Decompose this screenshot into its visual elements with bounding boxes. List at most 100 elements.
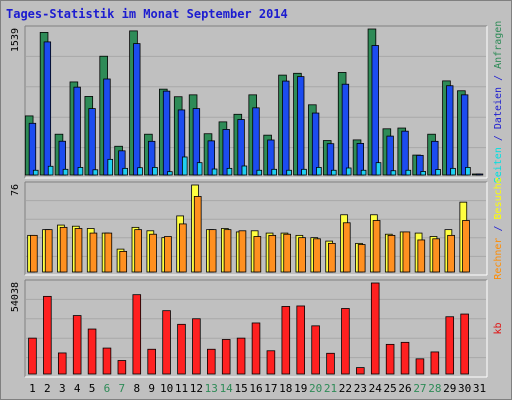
bar-kb-day-15 (236, 337, 246, 375)
bar-kb-day-12 (192, 318, 201, 375)
bar-dateien-day-29 (446, 85, 454, 176)
bar-kb-day-11 (177, 323, 186, 375)
bar-rechner-day-12 (193, 196, 202, 273)
bar-seiten-day-30 (465, 167, 471, 176)
legend-label: Dateien (493, 87, 504, 129)
bar-rechner-day-3 (59, 226, 68, 273)
bar-rechner-day-18 (283, 233, 291, 273)
bar-rechner-day-20 (313, 238, 321, 273)
x-tick-label-day-10: 10 (160, 382, 173, 395)
bar-seiten-day-21 (331, 169, 337, 176)
x-tick-label-day-7: 7 (119, 382, 126, 395)
x-tick-label-day-23: 23 (354, 382, 367, 395)
bar-seiten-day-13 (211, 168, 218, 176)
bar-dateien-day-21 (326, 143, 335, 176)
bar-seiten-day-18 (286, 169, 292, 176)
legend-top: Seiten / Dateien / Anfragen (493, 21, 504, 184)
bar-kb-day-14 (221, 339, 231, 375)
bar-dateien-day-15 (237, 119, 245, 176)
x-tick-label-day-27: 27 (413, 382, 426, 395)
bar-dateien-day-16 (252, 107, 260, 176)
x-tick-label-day-26: 26 (398, 382, 411, 395)
bar-seiten-day-3 (62, 168, 69, 176)
x-tick-label-day-6: 6 (104, 382, 111, 395)
bar-kb-day-27 (415, 358, 425, 375)
x-tick-label-day-17: 17 (264, 382, 277, 395)
legend-bottom: kb (493, 322, 504, 334)
panel-bottom: 54038 kb (10, 279, 504, 378)
x-tick-label-day-30: 30 (458, 382, 471, 395)
bar-seiten-day-28 (435, 169, 441, 176)
bar-dateien-day-28 (431, 140, 439, 176)
x-tick-label-day-12: 12 (190, 382, 203, 395)
bar-kb-day-18 (281, 306, 291, 375)
bar-rechner-day-8 (134, 229, 142, 273)
bar-kb-day-20 (311, 325, 320, 375)
bar-rechner-day-29 (447, 234, 455, 273)
bar-kb-day-9 (147, 348, 156, 375)
bar-seiten-day-14 (226, 167, 233, 176)
bar-rechner-day-23 (357, 244, 366, 273)
x-tick-label-day-8: 8 (133, 382, 140, 395)
bar-dateien-day-10 (162, 90, 171, 176)
bar-kb-day-5 (87, 328, 97, 375)
x-tick-label-day-22: 22 (339, 382, 352, 395)
bar-kb-day-19 (296, 305, 305, 375)
legend-label: Besuche (493, 177, 504, 219)
bar-seiten-day-12 (196, 162, 203, 176)
bar-dateien-day-1 (28, 122, 37, 176)
bar-seiten-day-10 (167, 171, 173, 176)
panel-top: 1539 Seiten / Dateien / Anfragen (10, 21, 504, 184)
legend-label: kb (493, 322, 504, 334)
bar-kb-day-13 (207, 348, 216, 375)
bar-seiten-day-23 (360, 169, 367, 176)
bar-dateien-day-9 (147, 140, 156, 176)
bar-kb-day-21 (326, 352, 335, 375)
bar-dateien-day-5 (88, 108, 96, 176)
bar-dateien-day-18 (282, 80, 290, 176)
bar-kb-day-10 (162, 310, 171, 375)
bar-kb-day-16 (251, 322, 261, 375)
bar-rechner-day-1 (29, 234, 38, 273)
bar-rechner-day-6 (104, 232, 113, 273)
bar-dateien-day-2 (43, 41, 52, 176)
bar-seiten-day-27 (420, 171, 426, 176)
bar-kb-day-22 (341, 308, 350, 375)
bar-dateien-day-19 (297, 76, 305, 176)
bar-kb-day-28 (430, 351, 440, 375)
bar-kb-day-3 (57, 352, 67, 375)
bar-kb-day-23 (356, 367, 365, 375)
bar-rechner-day-14 (223, 229, 232, 273)
bar-kb-day-25 (385, 343, 395, 375)
bar-seiten-day-15 (241, 165, 248, 176)
bar-rechner-day-15 (238, 230, 247, 273)
bar-dateien-day-27 (416, 154, 424, 176)
bar-dateien-day-7 (118, 150, 126, 176)
legend-middle: Rechner / Besuche (493, 177, 504, 279)
y-max-label: 54038 (10, 282, 21, 312)
bar-rechner-day-21 (328, 242, 336, 273)
bar-dateien-day-22 (341, 83, 350, 176)
bar-seiten-day-29 (450, 167, 456, 176)
x-tick-label-day-24: 24 (369, 382, 383, 395)
x-tick-label-day-18: 18 (279, 382, 292, 395)
bar-rechner-day-9 (149, 233, 157, 273)
bar-rechner-day-17 (268, 234, 277, 273)
legend-label: Rechner (493, 238, 504, 280)
x-tick-label-day-9: 9 (148, 382, 155, 395)
bar-dateien-day-12 (192, 108, 201, 176)
bar-rechner-day-27 (417, 239, 426, 273)
bar-seiten-day-26 (405, 169, 412, 176)
bar-dateien-day-23 (356, 143, 365, 176)
x-tick-label-day-29: 29 (443, 382, 456, 395)
bar-dateien-day-25 (386, 135, 394, 176)
x-tick-label-day-11: 11 (175, 382, 188, 395)
bar-rechner-day-2 (44, 229, 53, 273)
panel-middle: 76 Rechner / Besuche (10, 177, 504, 279)
x-tick-label-day-19: 19 (294, 382, 307, 395)
legend-label: Anfragen (493, 21, 504, 69)
bar-dateien-day-6 (103, 78, 111, 176)
bar-rechner-day-19 (298, 237, 306, 273)
bar-seiten-day-24 (375, 162, 382, 176)
chart-title: Tages-Statistik im Monat September 2014 (6, 7, 288, 21)
